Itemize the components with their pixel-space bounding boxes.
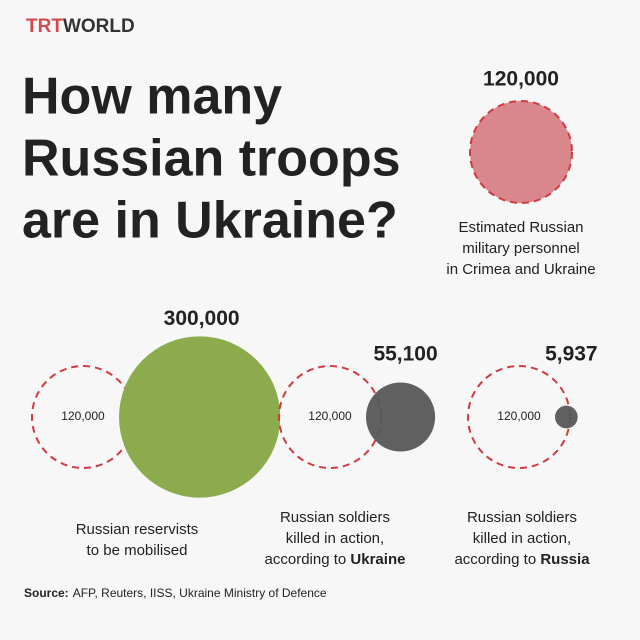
brand-logo: TRTWORLD bbox=[26, 16, 135, 37]
caption-text: according to bbox=[454, 551, 540, 568]
caption-text: killed in action, bbox=[286, 530, 384, 547]
caption-line: killed in action, bbox=[286, 530, 384, 547]
caption-text: according to bbox=[265, 551, 351, 568]
reference-caption: military personnel bbox=[462, 240, 580, 257]
caption-line: according to Ukraine bbox=[265, 551, 406, 568]
value-label: 55,100 bbox=[373, 343, 437, 366]
value-label: 5,937 bbox=[545, 343, 598, 366]
reference-caption: in Crimea and Ukraine bbox=[446, 261, 595, 278]
value-label: 300,000 bbox=[164, 307, 240, 330]
reference-inner-label: 120,000 bbox=[61, 409, 105, 423]
caption-text: to be mobilised bbox=[87, 542, 188, 559]
value-bubble bbox=[366, 382, 436, 452]
title-line: are in Ukraine? bbox=[22, 192, 398, 250]
value-bubble bbox=[119, 336, 281, 498]
caption-bold: Ukraine bbox=[350, 551, 405, 568]
caption-line: according to Russia bbox=[454, 551, 590, 568]
source-line: Source: AFP, Reuters, IISS, Ukraine Minis… bbox=[24, 586, 327, 600]
reference-caption: Estimated Russian bbox=[458, 219, 583, 236]
caption-text: killed in action, bbox=[473, 530, 571, 547]
source-text: AFP, Reuters, IISS, Ukraine Ministry of … bbox=[73, 586, 327, 600]
caption-line: killed in action, bbox=[473, 530, 571, 547]
reference-bubble bbox=[469, 100, 573, 204]
title-line: Russian troops bbox=[22, 130, 401, 188]
caption-line: Russian soldiers bbox=[280, 509, 390, 526]
reference-inner-label: 120,000 bbox=[308, 409, 352, 423]
caption-bold: Russia bbox=[540, 551, 590, 568]
caption-line: to be mobilised bbox=[87, 542, 188, 559]
source-label: Source: bbox=[24, 586, 69, 600]
caption-text: Russian reservists bbox=[76, 521, 199, 538]
reference-value-label: 120,000 bbox=[483, 68, 559, 91]
caption-text: Russian soldiers bbox=[280, 509, 390, 526]
brand-first: TRT bbox=[26, 16, 63, 37]
value-bubble bbox=[555, 405, 578, 429]
brand-second: WORLD bbox=[63, 16, 135, 37]
title-line: How many bbox=[22, 68, 282, 126]
caption-text: Russian soldiers bbox=[467, 509, 577, 526]
caption-line: Russian reservists bbox=[76, 521, 199, 538]
reference-inner-label: 120,000 bbox=[497, 409, 541, 423]
caption-line: Russian soldiers bbox=[467, 509, 577, 526]
